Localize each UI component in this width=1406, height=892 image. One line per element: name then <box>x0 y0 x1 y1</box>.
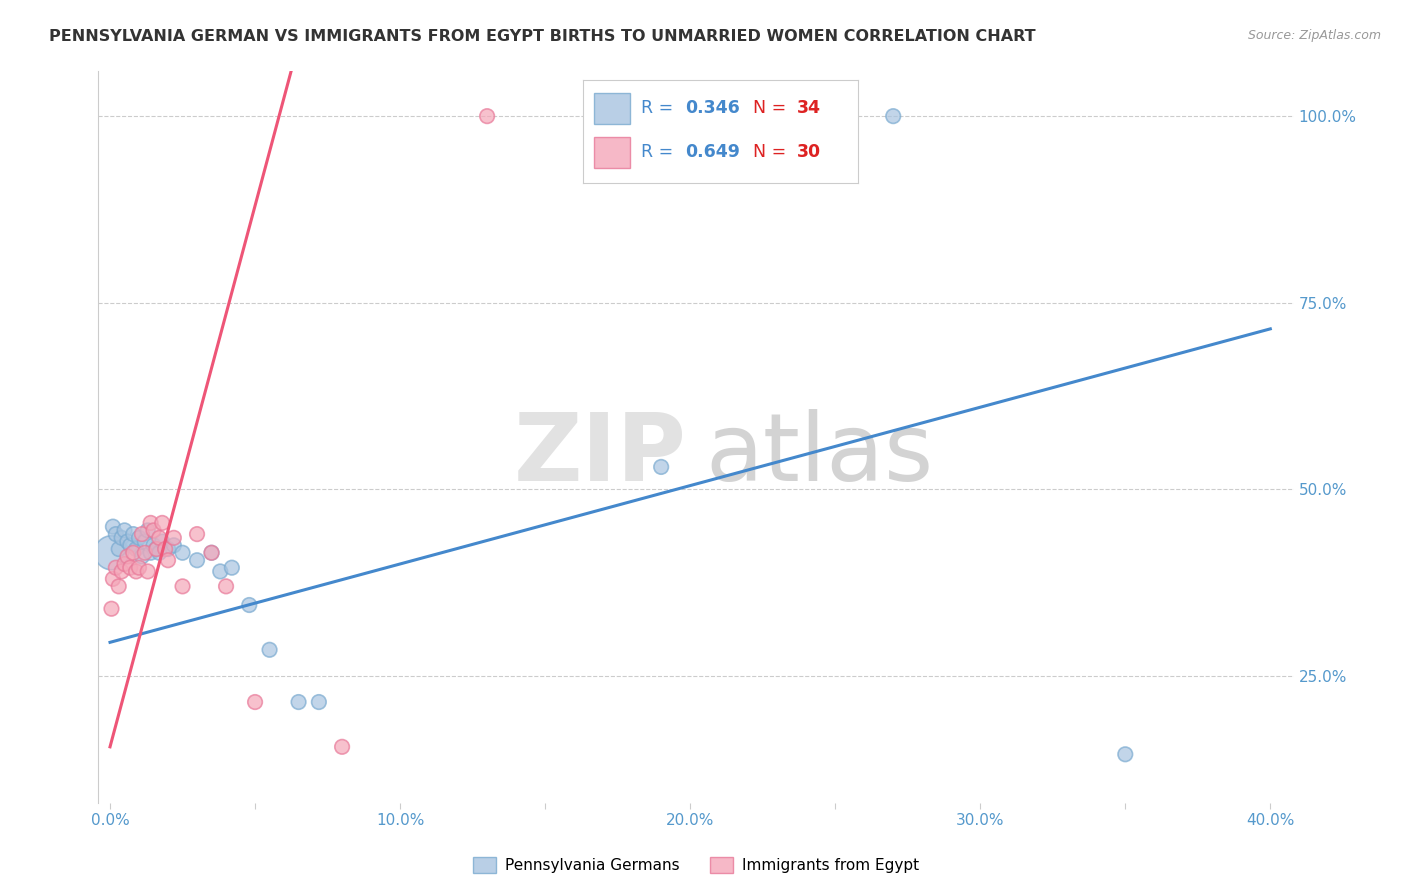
Point <box>101 572 124 586</box>
Text: ZIP: ZIP <box>513 409 686 501</box>
Point <box>157 553 180 567</box>
Point <box>131 549 153 564</box>
Point <box>259 642 281 657</box>
Point <box>131 527 153 541</box>
Point <box>200 546 222 560</box>
Point <box>136 565 159 579</box>
Text: 30: 30 <box>797 143 821 161</box>
Text: Source: ZipAtlas.com: Source: ZipAtlas.com <box>1247 29 1381 42</box>
Point <box>679 109 702 123</box>
Point <box>186 527 208 541</box>
Point <box>148 546 170 560</box>
Point <box>145 542 167 557</box>
Point <box>100 601 122 615</box>
Point <box>215 579 238 593</box>
Point <box>104 527 127 541</box>
Point <box>145 542 167 557</box>
Point <box>128 531 150 545</box>
Point <box>150 534 173 549</box>
Point <box>125 542 148 557</box>
Point <box>128 560 150 574</box>
Point <box>153 542 176 557</box>
Point <box>101 519 124 533</box>
Point <box>238 598 260 612</box>
Point <box>650 459 672 474</box>
Point <box>104 560 127 574</box>
Point <box>475 109 498 123</box>
Point <box>134 534 156 549</box>
Point <box>172 546 194 560</box>
Point <box>114 524 136 538</box>
Point <box>120 538 142 552</box>
Point <box>308 695 330 709</box>
Point <box>636 109 658 123</box>
Point <box>243 695 266 709</box>
Point <box>114 557 136 571</box>
Point <box>882 109 904 123</box>
Point <box>139 546 162 560</box>
Point <box>122 546 145 560</box>
Point <box>111 531 134 545</box>
Text: 0.649: 0.649 <box>685 143 740 161</box>
Bar <box>595 136 630 169</box>
Point <box>157 542 180 557</box>
Point <box>139 516 162 530</box>
Point <box>136 524 159 538</box>
Point <box>150 516 173 530</box>
Point <box>107 542 129 557</box>
Point <box>163 531 186 545</box>
Text: R =: R = <box>641 99 679 117</box>
Point <box>148 531 170 545</box>
Point <box>120 560 142 574</box>
Text: R =: R = <box>641 143 679 161</box>
Point <box>107 579 129 593</box>
Point <box>142 538 165 552</box>
Text: N =: N = <box>754 143 792 161</box>
Point <box>172 579 194 593</box>
Text: N =: N = <box>754 99 792 117</box>
Text: atlas: atlas <box>706 409 934 501</box>
Point <box>287 695 309 709</box>
Point <box>111 565 134 579</box>
Point <box>221 560 243 574</box>
Point <box>100 546 122 560</box>
Point <box>125 565 148 579</box>
Point <box>117 549 139 564</box>
Point <box>122 527 145 541</box>
Point <box>1114 747 1136 762</box>
Point <box>186 553 208 567</box>
Text: 34: 34 <box>797 99 821 117</box>
Point <box>117 534 139 549</box>
Point <box>209 565 232 579</box>
Point <box>200 546 222 560</box>
Point <box>134 546 156 560</box>
Text: 0.346: 0.346 <box>685 99 740 117</box>
Bar <box>595 93 630 124</box>
Point <box>330 739 353 754</box>
Legend: Pennsylvania Germans, Immigrants from Egypt: Pennsylvania Germans, Immigrants from Eg… <box>467 851 925 880</box>
Point <box>163 538 186 552</box>
Point <box>142 524 165 538</box>
Text: PENNSYLVANIA GERMAN VS IMMIGRANTS FROM EGYPT BIRTHS TO UNMARRIED WOMEN CORRELATI: PENNSYLVANIA GERMAN VS IMMIGRANTS FROM E… <box>49 29 1036 44</box>
